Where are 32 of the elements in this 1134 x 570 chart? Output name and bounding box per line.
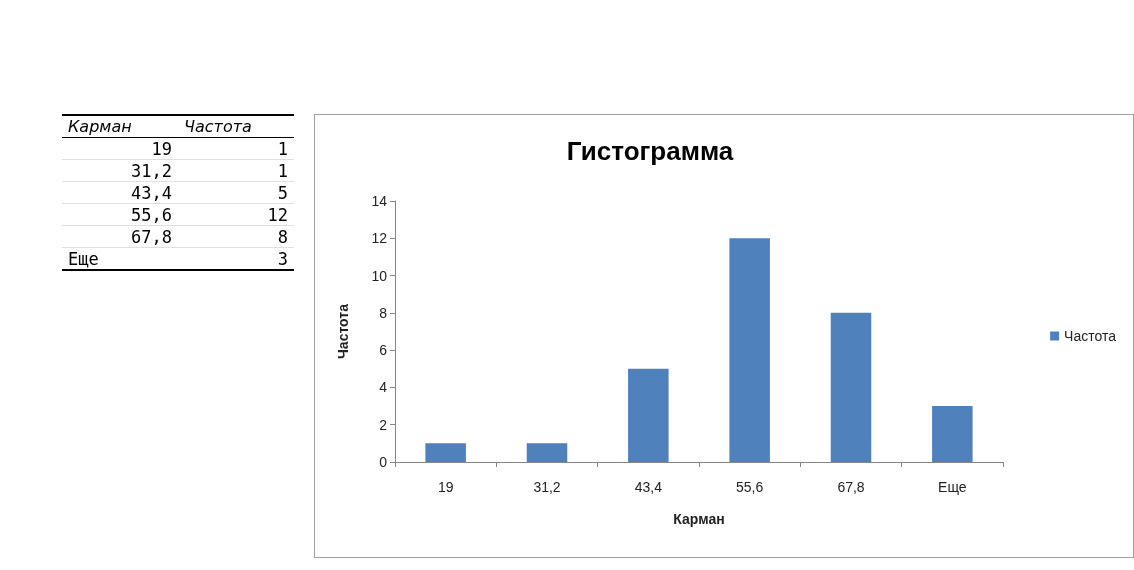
text: Еще xyxy=(62,247,178,270)
text: 1 xyxy=(178,159,294,182)
text: 8 xyxy=(178,225,294,248)
text: 67,8 xyxy=(62,225,178,248)
x-tick-label: Еще xyxy=(938,479,967,495)
y-axis-title: Частота xyxy=(335,303,351,359)
legend-label: Частота xyxy=(1064,328,1117,344)
x-tick-label: 19 xyxy=(437,479,454,495)
x-tick-label: 67,8 xyxy=(837,479,865,495)
y-tick-label: 2 xyxy=(379,416,388,433)
y-tick-label: 0 xyxy=(379,454,388,470)
text: Карман xyxy=(62,115,178,138)
chart-title: Гистограмма xyxy=(566,136,734,166)
text: 43,4 xyxy=(62,181,178,204)
text: 3 xyxy=(178,247,294,270)
x-axis-title: Карман xyxy=(673,511,725,527)
x-tick-label: 43,4 xyxy=(634,479,663,495)
text: 12 xyxy=(178,203,294,226)
y-tick-label: 4 xyxy=(379,379,388,396)
text: 5 xyxy=(178,181,294,204)
y-tick-label: 14 xyxy=(371,193,388,209)
text: 55,6 xyxy=(62,203,178,226)
y-tick-label: 6 xyxy=(379,342,388,359)
text: 19 xyxy=(62,137,178,160)
text: 31,2 xyxy=(62,159,178,182)
x-tick-label: 31,2 xyxy=(533,479,561,495)
y-tick-label: 12 xyxy=(371,230,388,247)
text: 1 xyxy=(178,137,294,160)
y-tick-label: 10 xyxy=(371,267,388,284)
x-tick-label: 55,6 xyxy=(736,479,764,495)
text: Частота xyxy=(178,115,294,138)
y-tick-label: 8 xyxy=(379,304,388,321)
